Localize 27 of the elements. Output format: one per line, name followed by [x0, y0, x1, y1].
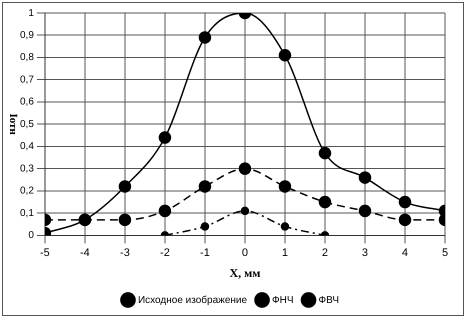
y-axis-title: Iотн [7, 114, 20, 136]
y-tick-label: 0,4 [20, 141, 34, 152]
x-tick-label: -5 [40, 247, 50, 260]
x-tick-label: 2 [322, 247, 328, 260]
x-tick-label: -2 [160, 247, 170, 260]
legend-label: Исходное изображение [138, 294, 248, 306]
y-tick-label: 0 [28, 230, 34, 242]
y-tick-label: 0,1 [20, 208, 34, 219]
y-tick-label: 0,6 [20, 96, 34, 108]
x-tick-label: 4 [402, 247, 408, 260]
x-tick-label: -4 [80, 247, 90, 260]
y-tick-label: 0,7 [20, 74, 34, 86]
x-tick-label: 0 [242, 247, 248, 260]
y-tick-label: 0,3 [20, 163, 34, 174]
y-tick-label: 1 [28, 8, 34, 19]
x-tick-label: 5 [442, 247, 448, 260]
x-tick-label: 1 [282, 247, 288, 260]
y-tick-label: 0,2 [20, 186, 34, 197]
x-tick-label: -3 [120, 247, 130, 260]
legend-label: ФВЧ [318, 294, 340, 306]
x-tick-label: 3 [362, 247, 368, 260]
x-tick-label: -1 [200, 247, 210, 260]
legend-label: ФНЧ [272, 294, 294, 306]
y-tick-label: 0,5 [20, 118, 34, 130]
y-tick-label: 0,9 [20, 30, 34, 41]
y-tick-label: 0,8 [20, 52, 34, 64]
x-axis-title: X, мм [229, 266, 260, 280]
